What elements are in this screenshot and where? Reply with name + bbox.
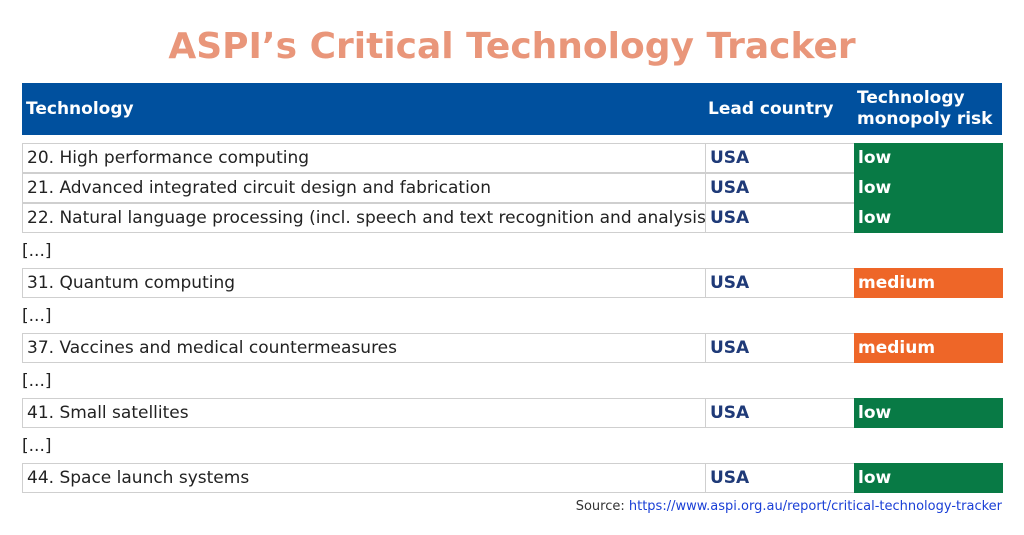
technology-cell: 31. Quantum computing [27, 273, 236, 293]
technology-cell: 41. Small satellites [27, 403, 189, 423]
source-label: Source: [575, 499, 625, 514]
table-row: 22. Natural language processing (incl. s… [22, 203, 1003, 233]
lead-country-cell: USA [705, 269, 854, 297]
omitted-rows-marker: [...] [22, 306, 52, 326]
monopoly-risk-cell: low [854, 143, 1003, 173]
header-monopoly-risk: Technology monopoly risk [857, 88, 993, 129]
source-note: Source: https://www.aspi.org.au/report/c… [576, 499, 1002, 514]
omitted-rows-marker: [...] [22, 241, 52, 261]
table-row: 41. Small satellites USA low [22, 398, 1003, 428]
table-row: 37. Vaccines and medical countermeasures… [22, 333, 1003, 363]
source-link[interactable]: https://www.aspi.org.au/report/critical-… [628, 499, 1002, 514]
technology-cell: 44. Space launch systems [27, 468, 250, 488]
table-header: Technology Lead country Technology monop… [22, 83, 1002, 135]
lead-country-cell: USA [705, 174, 854, 202]
header-lead-country: Lead country [708, 98, 834, 119]
monopoly-risk-cell: low [854, 463, 1003, 493]
table-row: 21. Advanced integrated circuit design a… [22, 173, 1003, 203]
table-row: 44. Space launch systems USA low [22, 463, 1003, 493]
page-title: ASPI’s Critical Technology Tracker [168, 26, 856, 67]
lead-country-cell: USA [705, 144, 854, 172]
monopoly-risk-cell: medium [854, 268, 1003, 298]
monopoly-risk-cell: low [854, 398, 1003, 428]
technology-cell: 21. Advanced integrated circuit design a… [27, 178, 491, 198]
omitted-rows-marker: [...] [22, 371, 52, 391]
header-technology: Technology [26, 98, 134, 119]
technology-cell: 22. Natural language processing (incl. s… [27, 208, 705, 228]
technology-cell: 20. High performance computing [27, 148, 310, 168]
omitted-rows-marker: [...] [22, 436, 52, 456]
monopoly-risk-cell: low [854, 203, 1003, 233]
table-row: 20. High performance computing USA low [22, 143, 1003, 173]
monopoly-risk-cell: medium [854, 333, 1003, 363]
lead-country-cell: USA [705, 204, 854, 232]
lead-country-cell: USA [705, 399, 854, 427]
lead-country-cell: USA [705, 464, 854, 492]
technology-cell: 37. Vaccines and medical countermeasures [27, 338, 397, 358]
table-row: 31. Quantum computing USA medium [22, 268, 1003, 298]
lead-country-cell: USA [705, 334, 854, 362]
monopoly-risk-cell: low [854, 173, 1003, 203]
